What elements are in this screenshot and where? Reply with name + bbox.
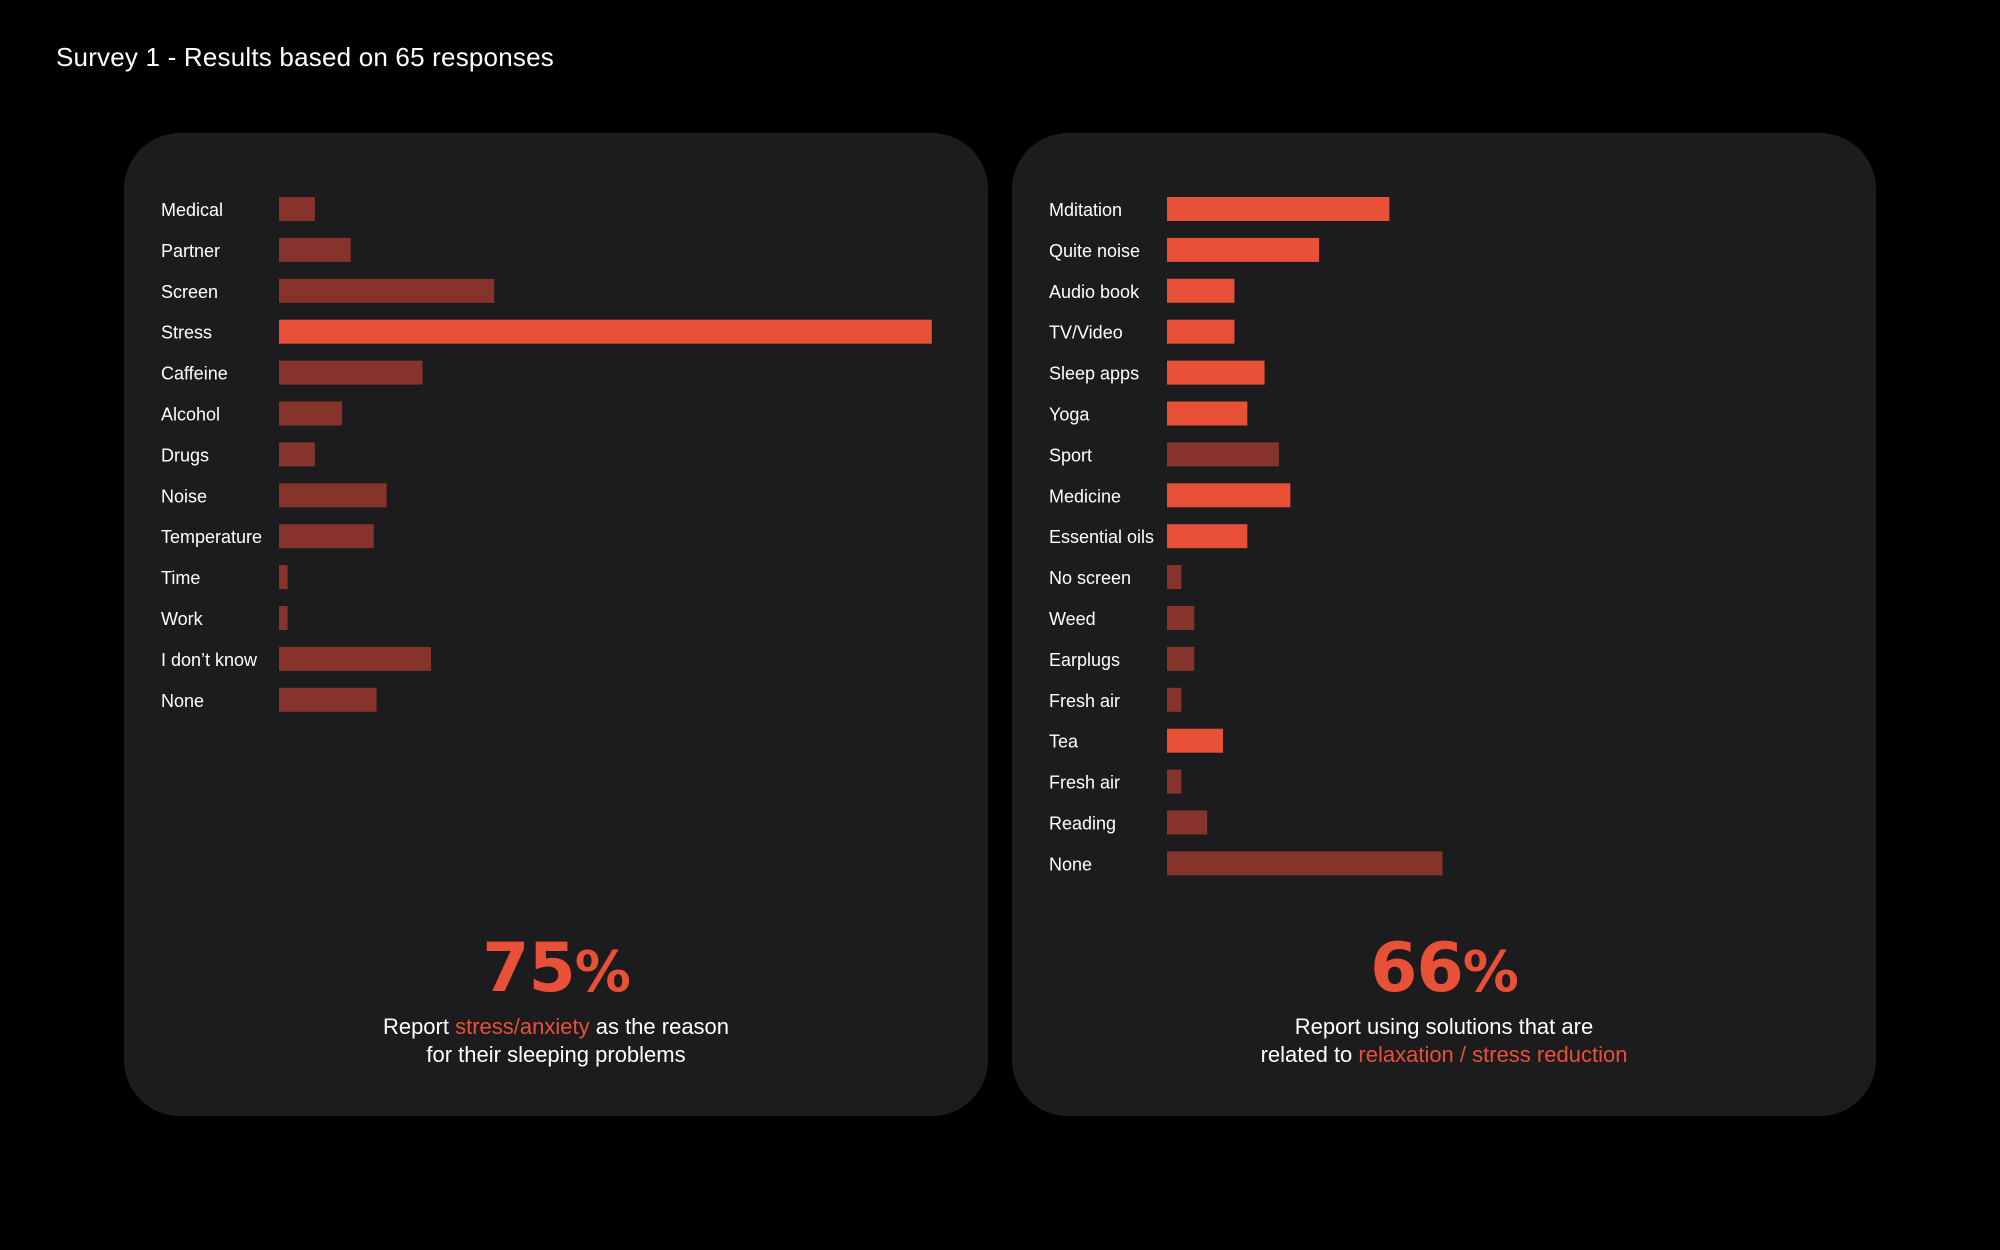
solutions-category-label: Tea: [1049, 732, 1079, 752]
solutions-category-label: Earplugs: [1049, 650, 1120, 670]
reasons-bar: [279, 687, 377, 712]
reasons-bar: [279, 565, 288, 590]
reasons-bar: [279, 360, 423, 385]
reasons-caption-post: as the reason: [589, 1014, 730, 1039]
reasons-stat-value: 75: [482, 929, 576, 1008]
solutions-bar: [1167, 606, 1195, 630]
solutions-bar: [1167, 728, 1223, 753]
solutions-bar: [1167, 401, 1248, 426]
reasons-bar: [279, 319, 932, 344]
solutions-caption-line-1: Report using solutions that are: [1294, 1014, 1594, 1039]
solutions-bar: [1167, 278, 1235, 303]
solutions-category-label: Fresh air: [1049, 691, 1120, 711]
reasons-caption-line-2: for their sleeping problems: [426, 1042, 686, 1067]
reasons-category-label: Caffeine: [161, 364, 228, 384]
reasons-category-label: Noise: [161, 486, 207, 506]
reasons-bar: [279, 483, 387, 508]
reasons-category-label: Alcohol: [161, 405, 220, 425]
solutions-category-label: Quite noise: [1049, 241, 1140, 261]
solutions-bar: [1167, 360, 1265, 385]
reasons-caption-pre: Report: [382, 1014, 456, 1039]
reasons-category-label: Partner: [161, 241, 220, 261]
solutions-stat-unit: %: [1462, 940, 1519, 1005]
solutions-bar: [1167, 319, 1235, 344]
solutions-bar: [1167, 810, 1208, 835]
reasons-category-label: None: [161, 691, 204, 711]
solutions-stat-value: 66: [1370, 929, 1464, 1008]
solutions-category-label: Mditation: [1049, 200, 1122, 220]
solutions-bar: [1167, 646, 1195, 671]
reasons-bar: [279, 197, 315, 221]
solutions-category-label: Audio book: [1049, 282, 1140, 302]
solutions-caption-pre: related to: [1260, 1042, 1359, 1067]
solutions-bar: [1167, 197, 1390, 221]
solutions-category-label: Reading: [1049, 814, 1116, 834]
reasons-chart-card: Medical Partner Screen Stress Caffeine Alcoho…: [124, 133, 988, 1116]
reasons-bar-chart: Medical Partner Screen Stress Caffeine Alcoho…: [161, 197, 932, 712]
reasons-bar: [279, 606, 288, 630]
solutions-bar: [1167, 851, 1443, 876]
solutions-caption-highlight: relaxation / stress reduction: [1358, 1042, 1628, 1067]
solutions-stat-number: 66%: [1012, 933, 1876, 1009]
solutions-category-label: Weed: [1049, 609, 1096, 629]
solutions-category-label: TV/Video: [1049, 323, 1123, 343]
solutions-bar: [1167, 565, 1182, 590]
reasons-stat-number: 75%: [124, 933, 988, 1009]
reasons-category-label: Work: [161, 609, 204, 629]
reasons-category-label: Stress: [161, 323, 212, 343]
solutions-bar-chart: Mditation Quite noise Audio book TV/Video Sl…: [1049, 197, 1443, 876]
solutions-category-label: No screen: [1049, 568, 1131, 588]
solutions-category-label: Fresh air: [1049, 773, 1120, 793]
reasons-bar: [279, 524, 374, 549]
reasons-bar: [279, 646, 432, 671]
solutions-category-label: None: [1049, 854, 1092, 874]
solutions-bar: [1167, 483, 1291, 508]
solutions-bar: [1167, 687, 1182, 712]
solutions-category-label: Yoga: [1049, 405, 1090, 425]
reasons-caption-line-1: Report stress/anxiety as the reason: [124, 1013, 988, 1041]
solutions-bar: [1167, 524, 1248, 549]
solutions-bar: [1167, 237, 1320, 262]
reasons-category-label: I don’t know: [161, 650, 258, 670]
reasons-bar: [279, 442, 315, 467]
reasons-category-label: Screen: [161, 282, 218, 302]
reasons-caption-highlight: stress/anxiety: [455, 1014, 590, 1039]
solutions-bar: [1167, 769, 1182, 794]
solutions-stat-caption: Report using solutions that are related …: [1012, 1013, 1876, 1069]
reasons-bar: [279, 237, 351, 262]
solutions-category-label: Essential oils: [1049, 527, 1154, 547]
reasons-bar: [279, 278, 495, 303]
solutions-category-label: Medicine: [1049, 486, 1121, 506]
reasons-category-label: Drugs: [161, 445, 209, 465]
reasons-category-label: Time: [161, 568, 200, 588]
solutions-category-label: Sleep apps: [1049, 364, 1139, 384]
reasons-category-label: Medical: [161, 200, 223, 220]
solutions-chart-card: Mditation Quite noise Audio book TV/Video Sl…: [1012, 133, 1876, 1116]
reasons-bar: [279, 401, 343, 426]
reasons-stat-unit: %: [574, 940, 631, 1005]
solutions-bar: [1167, 442, 1279, 467]
solutions-category-label: Sport: [1049, 445, 1092, 465]
page-title: Survey 1 - Results based on 65 responses: [56, 42, 554, 72]
solutions-caption-line-2: related to relaxation / stress reduction: [1012, 1041, 1876, 1069]
reasons-category-label: Temperature: [161, 527, 262, 547]
reasons-stat-caption: Report stress/anxiety as the reason for …: [124, 1013, 988, 1069]
